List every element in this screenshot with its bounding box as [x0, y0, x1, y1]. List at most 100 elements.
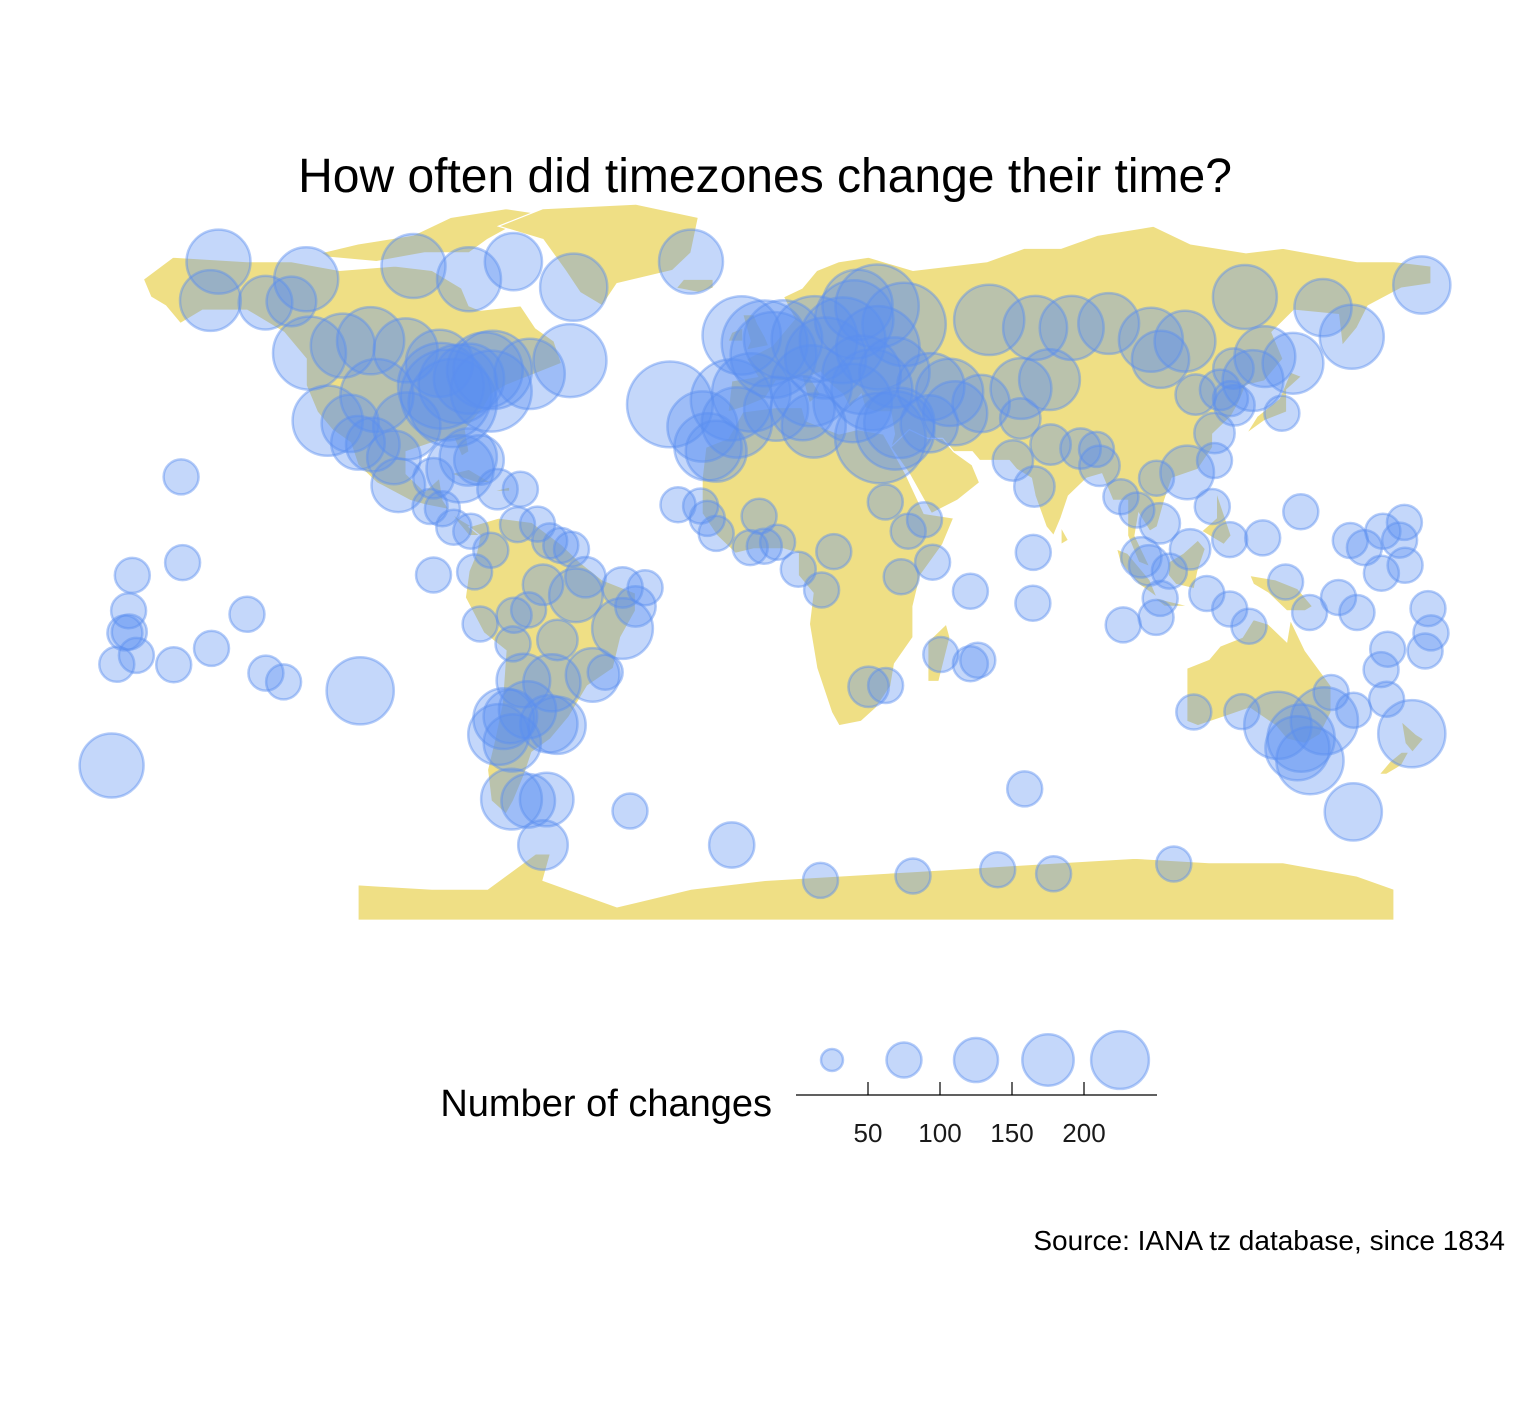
timezone-bubble	[952, 283, 1026, 357]
timezone-bubble	[425, 434, 495, 504]
timezone-bubble	[905, 500, 944, 539]
timezone-bubble	[1409, 589, 1447, 628]
timezone-bubble	[264, 663, 303, 701]
timezone-bubble	[689, 358, 774, 442]
bubble-layer	[78, 228, 1452, 900]
timezone-bubble	[858, 336, 931, 409]
timezone-bubble	[882, 557, 920, 596]
timezone-bubble	[110, 613, 149, 651]
timezone-bubble	[659, 485, 697, 524]
legend-size-bubble	[952, 1036, 1000, 1084]
timezone-bubble	[339, 357, 415, 434]
legend-tick-label: 50	[854, 1118, 883, 1148]
timezone-bubble	[452, 434, 506, 487]
timezone-bubble	[476, 467, 519, 511]
timezone-bubble	[742, 298, 824, 380]
timezone-bubble	[449, 349, 533, 433]
timezone-bubble	[370, 457, 427, 514]
timezone-bubble	[1130, 329, 1191, 390]
timezone-bubble	[414, 556, 453, 594]
timezone-bubble	[700, 386, 774, 459]
timezone-bubble	[989, 356, 1053, 421]
land-borneo	[1167, 539, 1206, 590]
timezone-bubble	[1364, 512, 1402, 550]
timezone-bubble	[493, 337, 567, 411]
timezone-bubble	[1195, 441, 1234, 480]
timezone-bubble	[921, 379, 989, 447]
timezone-bubble	[1014, 584, 1052, 623]
timezone-bubble	[801, 861, 840, 900]
land-antarctica	[357, 853, 1395, 921]
timezone-bubble	[564, 555, 607, 599]
timezone-bubble	[1290, 593, 1329, 632]
timezone-bubble	[1168, 527, 1212, 571]
timezone-bubble	[729, 310, 818, 400]
timezone-bubble	[535, 618, 579, 662]
timezone-bubble	[854, 389, 936, 471]
timezone-bubble	[601, 565, 644, 609]
timezone-bubble	[438, 427, 499, 487]
timezone-bubble	[106, 614, 144, 652]
timezone-bubble	[1323, 782, 1384, 842]
timezone-bubble	[1038, 294, 1105, 362]
timezone-bubble	[1012, 465, 1056, 509]
legend-size-bubble	[819, 1047, 845, 1073]
timezone-bubble	[821, 268, 894, 342]
timezone-bubble	[1319, 578, 1358, 617]
timezone-bubble	[455, 553, 494, 591]
timezone-bubble	[625, 360, 715, 449]
timezone-bubble	[1318, 303, 1386, 370]
timezone-bubble	[1275, 725, 1345, 796]
timezone-bubble	[192, 629, 231, 668]
timezone-bubble	[1117, 306, 1185, 374]
timezone-bubble	[894, 857, 932, 895]
timezone-bubble	[1312, 673, 1350, 712]
timezone-bubble	[445, 331, 525, 410]
timezone-bubble	[1230, 607, 1268, 646]
timezone-bubble	[681, 487, 720, 525]
land-africa	[701, 406, 955, 727]
timezone-bubble	[697, 514, 735, 553]
legend-tick-label: 150	[990, 1118, 1033, 1148]
timezone-bubble	[586, 653, 624, 691]
timezone-bubble	[914, 357, 985, 428]
timezone-bubble	[1001, 294, 1069, 362]
timezone-bubble	[1005, 770, 1044, 808]
timezone-bubble	[518, 771, 575, 828]
timezone-bubble	[1264, 714, 1331, 782]
timezone-bubble	[1193, 411, 1236, 455]
land-australia	[1186, 617, 1332, 745]
timezone-bubble	[552, 530, 591, 569]
timezone-bubble	[866, 483, 905, 521]
timezone-bubble	[325, 655, 396, 726]
timezone-bubble	[951, 572, 990, 611]
land-japan	[1245, 371, 1303, 435]
timezone-bubble	[742, 375, 810, 443]
timezone-bubble	[404, 328, 475, 399]
timezone-bubble	[1141, 579, 1179, 618]
timezone-bubble	[1331, 521, 1370, 560]
timezone-bubble	[452, 512, 490, 550]
land-new-zealand-s	[1377, 751, 1410, 775]
timezone-bubble	[1221, 348, 1285, 413]
timezone-bubble	[1334, 691, 1373, 729]
timezone-bubble	[482, 713, 543, 773]
timezone-bubble	[684, 419, 748, 483]
timezone-bubble	[272, 246, 340, 313]
timezone-bubble	[522, 652, 582, 713]
timezone-bubble	[335, 305, 406, 376]
timezone-bubble	[813, 279, 895, 360]
timezone-bubble	[109, 592, 148, 630]
timezone-bubble	[978, 851, 1017, 889]
timezone-bubble	[769, 344, 854, 428]
timezone-bubble	[951, 645, 990, 683]
timezone-bubble	[1102, 477, 1140, 516]
timezone-bubble	[1345, 528, 1384, 567]
timezone-bubble	[329, 414, 387, 471]
timezone-bubble	[497, 679, 558, 740]
timezone-bubble	[1289, 685, 1360, 756]
timezone-bubble	[666, 390, 739, 463]
timezone-bubble	[516, 818, 570, 872]
timezone-bubble	[498, 505, 537, 544]
